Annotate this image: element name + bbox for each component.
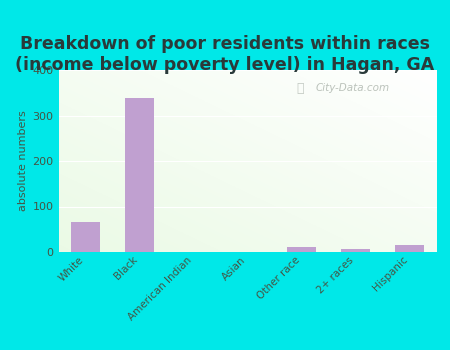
Text: ⓘ: ⓘ [297,82,304,95]
Bar [341,249,370,252]
Bar [71,223,100,252]
Bar [125,98,154,252]
Bar [395,245,424,252]
Bar [287,247,316,252]
Y-axis label: absolute numbers: absolute numbers [18,111,28,211]
Text: Breakdown of poor residents within races
(income below poverty level) in Hagan, : Breakdown of poor residents within races… [15,35,435,74]
Text: City-Data.com: City-Data.com [315,83,390,93]
